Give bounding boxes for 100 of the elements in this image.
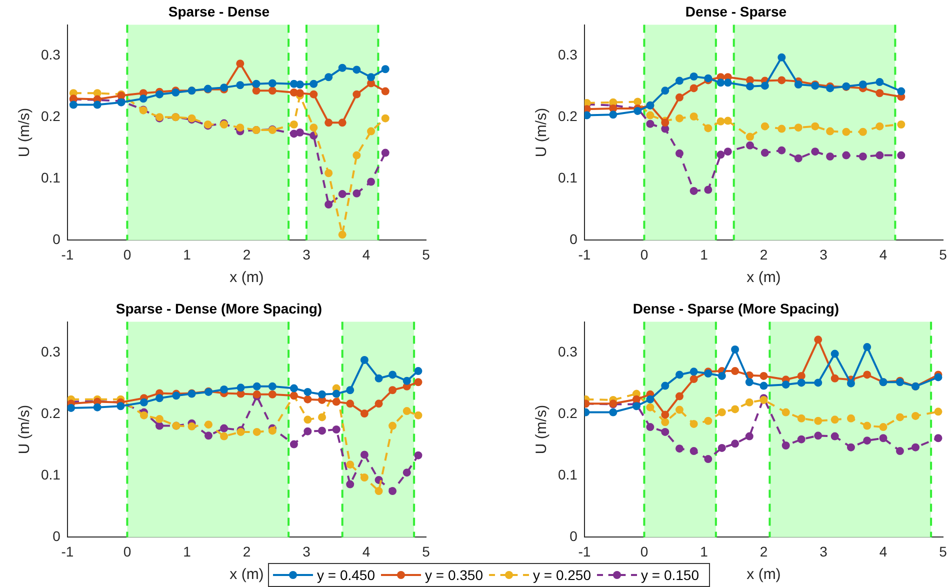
- point: [879, 434, 888, 442]
- y-tick-label: 0: [570, 528, 578, 544]
- x-tick-label: 1: [183, 543, 192, 560]
- point: [236, 60, 244, 68]
- point: [304, 416, 312, 424]
- point: [896, 447, 904, 456]
- x-tick-label: 1: [183, 246, 192, 262]
- point: [304, 388, 312, 396]
- point: [778, 146, 786, 154]
- point: [414, 411, 422, 420]
- point: [381, 148, 390, 157]
- y-tick-label: 0.3: [558, 46, 578, 62]
- y-tick-label: 0: [570, 231, 578, 248]
- point: [760, 372, 768, 380]
- point: [760, 148, 769, 157]
- point: [897, 120, 906, 128]
- point: [346, 386, 354, 394]
- point: [318, 413, 326, 422]
- x-tick-label: 3: [302, 543, 311, 560]
- legend-label: y = 0.150: [641, 567, 699, 583]
- point: [310, 124, 318, 132]
- y-tick-label: 0.1: [558, 170, 578, 186]
- y-tick-label: 0: [52, 231, 61, 248]
- point: [934, 408, 942, 416]
- y-tick-label: 0.1: [558, 466, 578, 483]
- point: [716, 150, 725, 159]
- point: [661, 428, 670, 436]
- point: [661, 382, 670, 390]
- point: [842, 128, 850, 136]
- point: [746, 141, 754, 150]
- point: [324, 200, 333, 209]
- x-tick-label: 1: [700, 246, 708, 262]
- point: [830, 432, 839, 440]
- point: [324, 118, 333, 127]
- point: [296, 128, 304, 136]
- point: [252, 382, 261, 390]
- point: [896, 413, 904, 422]
- y-tick-label: 0.2: [558, 108, 578, 124]
- point: [879, 423, 888, 432]
- point: [731, 367, 740, 376]
- point: [842, 151, 850, 160]
- point: [367, 127, 376, 136]
- point: [93, 403, 102, 412]
- point: [338, 64, 346, 72]
- point: [634, 106, 642, 115]
- point: [360, 450, 368, 459]
- point: [609, 408, 618, 416]
- y-axis-title: U (m/s): [16, 404, 34, 454]
- point: [374, 374, 383, 382]
- point: [296, 89, 304, 98]
- point: [912, 412, 920, 420]
- point: [675, 93, 684, 102]
- point: [778, 76, 786, 84]
- point: [310, 90, 318, 98]
- x-axis-title: x (m): [746, 566, 781, 584]
- point: [675, 149, 684, 158]
- y-tick-label: 0: [52, 528, 61, 544]
- point: [324, 169, 333, 178]
- point: [661, 86, 670, 95]
- point: [304, 427, 312, 436]
- point: [690, 186, 698, 195]
- point: [675, 76, 684, 85]
- point: [116, 402, 125, 410]
- x-tick-label: 2: [242, 543, 251, 560]
- point: [690, 72, 698, 80]
- point: [318, 390, 326, 398]
- point: [93, 100, 102, 109]
- point: [846, 414, 855, 422]
- point: [690, 420, 698, 428]
- point: [374, 400, 383, 408]
- point: [414, 367, 422, 376]
- point: [381, 87, 390, 96]
- x-tick-label: 2: [760, 543, 768, 560]
- point: [290, 384, 298, 392]
- x-tick-label: 0: [123, 543, 132, 560]
- point: [718, 408, 726, 416]
- point: [745, 398, 754, 406]
- point: [858, 80, 867, 88]
- point: [304, 395, 312, 404]
- point: [346, 480, 354, 488]
- x-tick-label: 5: [422, 543, 430, 560]
- x-tick-label: -1: [578, 246, 591, 262]
- point: [367, 73, 376, 82]
- point: [381, 114, 390, 122]
- point: [220, 424, 228, 432]
- point: [140, 398, 148, 406]
- y-tick-label: 0.1: [40, 466, 61, 483]
- x-tick-label: 1: [700, 543, 708, 560]
- point: [352, 151, 361, 160]
- point: [826, 152, 834, 160]
- point: [388, 370, 397, 379]
- point: [782, 408, 790, 416]
- point: [140, 411, 148, 420]
- point: [675, 392, 684, 400]
- point: [746, 82, 754, 90]
- point: [318, 426, 326, 435]
- point: [646, 120, 654, 128]
- point: [718, 372, 726, 380]
- x-axis-title: x (m): [746, 269, 781, 286]
- x-tick-label: -1: [61, 246, 74, 262]
